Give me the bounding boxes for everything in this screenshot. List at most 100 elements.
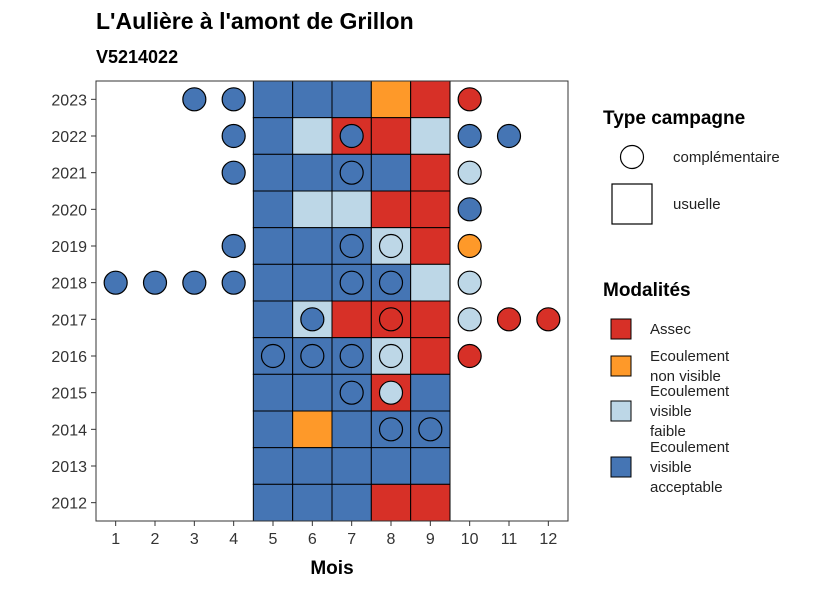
y-tick-label: 2013: [51, 459, 87, 476]
tile-2018-5: [252, 263, 294, 302]
point-2018-8: [378, 270, 404, 295]
legend-type-label: complémentaire: [673, 149, 780, 166]
point-2017-11: [496, 307, 522, 332]
y-tick-label: 2020: [51, 202, 87, 219]
y-tick-label: 2017: [51, 312, 87, 329]
legend-type-campagne: Type campagne complémentaire usuelle: [603, 108, 780, 225]
x-tick-label: 4: [229, 531, 238, 548]
legend-label: Ecoulement: [650, 383, 730, 400]
point-2021-7: [339, 160, 364, 185]
x-axis: 1 2 3 4 5 6 7 8 9 10 11 12: [111, 521, 557, 548]
point-2023-10: [457, 87, 482, 112]
point-2017-10: [457, 307, 482, 332]
tile-2023-6: [292, 80, 333, 119]
y-tick-label: 2022: [51, 129, 87, 146]
y-tick-label: 2016: [51, 349, 87, 366]
point-2016-6: [300, 343, 325, 369]
point-2018-1: [103, 270, 128, 295]
tile-2022-6: [292, 117, 333, 155]
point-2018-4: [221, 270, 246, 295]
tile-2020-5: [252, 190, 294, 229]
x-tick-label: 1: [111, 531, 120, 548]
point-2016-5: [260, 343, 286, 369]
y-tick-label: 2021: [51, 166, 87, 183]
x-tick-label: 9: [426, 531, 435, 548]
tile-2013-6: [292, 447, 333, 485]
legend-label: Ecoulement: [650, 439, 730, 456]
tiles-layer: [252, 80, 451, 522]
tile-2021-5: [252, 153, 294, 192]
point-2022-10: [457, 123, 482, 149]
tile-2023-5: [252, 80, 294, 119]
tile-2015-6: [292, 373, 333, 412]
y-tick-label: 2012: [51, 496, 87, 513]
point-2020-10: [457, 197, 482, 222]
tile-2018-6: [292, 263, 333, 302]
legend-swatch: [610, 400, 632, 422]
tile-2020-7: [331, 190, 372, 229]
point-2021-10: [457, 160, 482, 185]
legend-label: visible: [650, 459, 692, 476]
tile-2022-8: [370, 117, 412, 155]
points-layer: [103, 87, 561, 442]
tile-2012-9: [410, 483, 451, 522]
tile-2022-9: [410, 117, 451, 155]
x-tick-label: 3: [190, 531, 199, 548]
point-2019-7: [339, 233, 364, 259]
point-2022-7: [339, 123, 364, 149]
point-2017-8: [378, 307, 404, 332]
tile-2017-5: [252, 300, 294, 339]
tile-2021-9: [410, 153, 451, 192]
plot-border: [95, 80, 569, 522]
tile-2013-8: [370, 447, 412, 485]
tile-2019-5: [252, 227, 294, 265]
legend-type-label: usuelle: [673, 196, 721, 213]
legend-label: faible: [650, 423, 686, 440]
point-2016-10: [457, 343, 482, 369]
legend-label: acceptable: [650, 479, 723, 496]
tile-2022-5: [252, 117, 294, 155]
x-tick-label: 7: [347, 531, 356, 548]
tile-2023-8: [370, 80, 412, 119]
point-2019-4: [221, 233, 246, 259]
x-tick-label: 12: [539, 531, 557, 548]
tile-2017-9: [410, 300, 451, 339]
legend-square-swatch: [611, 183, 653, 225]
tile-2015-9: [410, 373, 451, 412]
x-tick-label: 8: [387, 531, 396, 548]
x-tick-label: 2: [151, 531, 160, 548]
x-tick-label: 10: [461, 531, 479, 548]
tile-2016-9: [410, 337, 451, 375]
tile-2012-7: [331, 483, 372, 522]
tile-2020-6: [292, 190, 333, 229]
tile-2012-6: [292, 483, 333, 522]
tile-2014-6: [292, 410, 333, 449]
legend-type-title: Type campagne: [603, 108, 745, 129]
legend-swatch: [610, 318, 632, 340]
tile-2013-9: [410, 447, 451, 485]
legend-label: Assec: [650, 321, 691, 338]
point-2016-8: [378, 343, 404, 369]
y-tick-label: 2015: [51, 386, 87, 403]
tile-2014-7: [331, 410, 372, 449]
y-tick-label: 2014: [51, 422, 87, 439]
y-tick-label: 2018: [51, 276, 87, 293]
tile-2023-9: [410, 80, 451, 119]
point-2017-12: [536, 307, 561, 332]
point-2023-3: [182, 87, 207, 112]
point-2017-6: [300, 307, 325, 332]
tile-2018-9: [410, 263, 451, 302]
point-2014-9: [418, 417, 443, 442]
legend-label: Ecoulement: [650, 348, 730, 365]
tile-2021-6: [292, 153, 333, 192]
y-tick-label: 2023: [51, 92, 87, 109]
x-tick-label: 6: [308, 531, 317, 548]
tile-2020-9: [410, 190, 451, 229]
x-tick-label: 11: [501, 531, 518, 548]
legend-swatch: [610, 355, 632, 377]
tile-2019-9: [410, 227, 451, 265]
point-2018-2: [142, 270, 168, 295]
tile-2012-8: [370, 483, 412, 522]
tile-2020-8: [370, 190, 412, 229]
x-axis-title: Mois: [310, 558, 353, 579]
